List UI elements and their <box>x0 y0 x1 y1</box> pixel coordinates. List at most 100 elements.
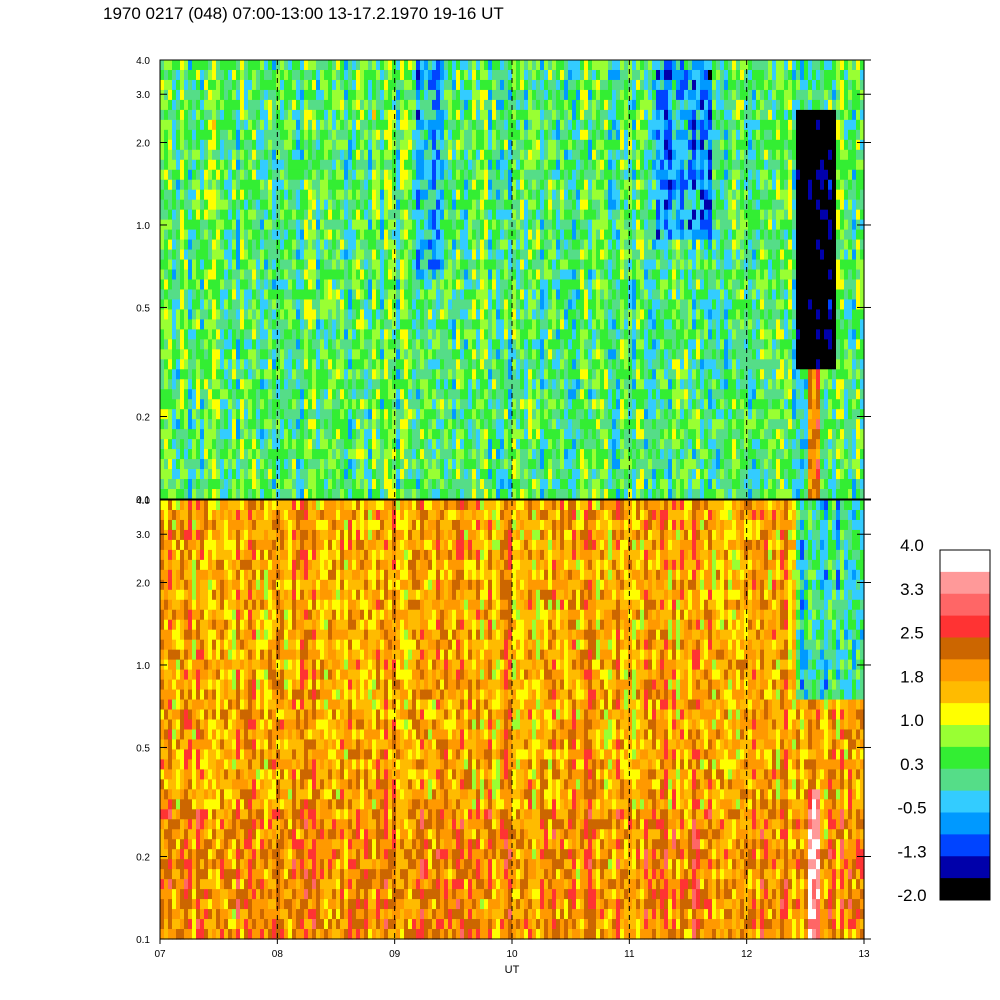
heatmap-cell <box>404 69 409 81</box>
heatmap-cell <box>544 69 549 81</box>
heatmap-cell <box>224 79 229 91</box>
heatmap-cell <box>544 309 549 321</box>
heatmap-cell <box>292 249 297 261</box>
heatmap-cell <box>164 319 169 330</box>
heatmap-cell <box>596 89 601 101</box>
heatmap-cell <box>524 399 529 410</box>
heatmap-cell <box>588 489 593 500</box>
heatmap-cell <box>592 89 597 101</box>
heatmap-cell <box>164 209 169 221</box>
heatmap-cell <box>560 389 565 400</box>
heatmap-cell <box>468 449 473 460</box>
heatmap-cell <box>536 309 541 321</box>
heatmap-cell <box>164 149 169 161</box>
heatmap-cell <box>548 409 553 420</box>
heatmap-cell <box>576 159 581 171</box>
heatmap-cell <box>348 399 353 410</box>
heatmap-cell <box>512 399 517 410</box>
heatmap-cell <box>424 109 429 121</box>
heatmap-cell <box>404 209 409 221</box>
heatmap-cell <box>212 69 217 81</box>
heatmap-cell <box>240 139 245 151</box>
heatmap-cell <box>188 169 193 181</box>
heatmap-cell <box>608 79 613 91</box>
heatmap-cell <box>480 429 485 440</box>
heatmap-cell <box>528 339 533 350</box>
heatmap-cell <box>504 219 509 231</box>
heatmap-cell <box>292 219 297 231</box>
heatmap-cell <box>412 199 417 211</box>
heatmap-cell <box>444 99 449 111</box>
heatmap-cell <box>256 469 261 480</box>
heatmap-cell <box>292 239 297 251</box>
heatmap-cell <box>584 469 589 480</box>
heatmap-cell <box>504 389 509 400</box>
heatmap-cell <box>328 409 333 420</box>
heatmap-cell <box>436 229 441 241</box>
heatmap-cell <box>584 119 589 131</box>
heatmap-cell <box>424 459 429 470</box>
heatmap-cell <box>384 149 389 161</box>
heatmap-cell <box>372 489 377 500</box>
heatmap-cell <box>208 99 213 111</box>
heatmap-cell <box>240 489 245 500</box>
heatmap-cell <box>568 489 573 500</box>
heatmap-cell <box>576 459 581 470</box>
heatmap-cell <box>512 169 517 181</box>
heatmap-cell <box>256 319 261 330</box>
heatmap-cell <box>428 99 433 111</box>
heatmap-cell <box>408 349 413 360</box>
heatmap-cell <box>348 419 353 430</box>
heatmap-cell <box>408 279 413 291</box>
heatmap-cell <box>484 89 489 101</box>
heatmap-cell <box>524 139 529 151</box>
heatmap-cell <box>188 379 193 390</box>
heatmap-cell <box>600 99 605 111</box>
heatmap-cell <box>372 469 377 480</box>
heatmap-cell <box>376 199 381 211</box>
heatmap-cell <box>192 459 197 470</box>
heatmap-cell <box>388 429 393 440</box>
heatmap-cell <box>296 329 301 340</box>
heatmap-cell <box>504 309 509 321</box>
heatmap-cell <box>592 269 597 281</box>
heatmap-cell <box>428 129 433 141</box>
heatmap-cell <box>256 479 261 490</box>
heatmap-cell <box>328 69 333 81</box>
heatmap-cell <box>396 109 401 121</box>
heatmap-cell <box>180 219 185 231</box>
heatmap-cell <box>412 189 417 201</box>
heatmap-cell <box>476 69 481 81</box>
heatmap-cell <box>332 359 337 370</box>
heatmap-cell <box>244 259 249 271</box>
heatmap-cell <box>356 319 361 330</box>
heatmap-cell <box>584 429 589 440</box>
heatmap-cell <box>356 419 361 430</box>
heatmap-cell <box>448 229 453 241</box>
heatmap-cell <box>364 469 369 480</box>
heatmap-cell <box>580 319 585 330</box>
heatmap-cell <box>276 69 281 81</box>
heatmap-cell <box>500 239 505 251</box>
heatmap-cell <box>376 159 381 171</box>
heatmap-cell <box>572 159 577 171</box>
heatmap-cell <box>556 439 561 450</box>
heatmap-cell <box>392 189 397 201</box>
heatmap-cell <box>576 479 581 490</box>
heatmap-cell <box>604 239 609 251</box>
heatmap-cell <box>496 319 501 330</box>
heatmap-cell <box>452 389 457 400</box>
heatmap-cell <box>160 119 165 131</box>
heatmap-cell <box>524 349 529 360</box>
heatmap-cell <box>576 339 581 350</box>
heatmap-cell <box>288 479 293 490</box>
heatmap-cell <box>228 119 233 131</box>
heatmap-cell <box>312 449 317 460</box>
heatmap-cell <box>380 289 385 301</box>
heatmap-cell <box>600 289 605 301</box>
heatmap-cell <box>532 189 537 201</box>
heatmap-cell <box>340 379 345 390</box>
heatmap-cell <box>504 149 509 161</box>
heatmap-cell <box>516 149 521 161</box>
heatmap-cell <box>324 149 329 161</box>
